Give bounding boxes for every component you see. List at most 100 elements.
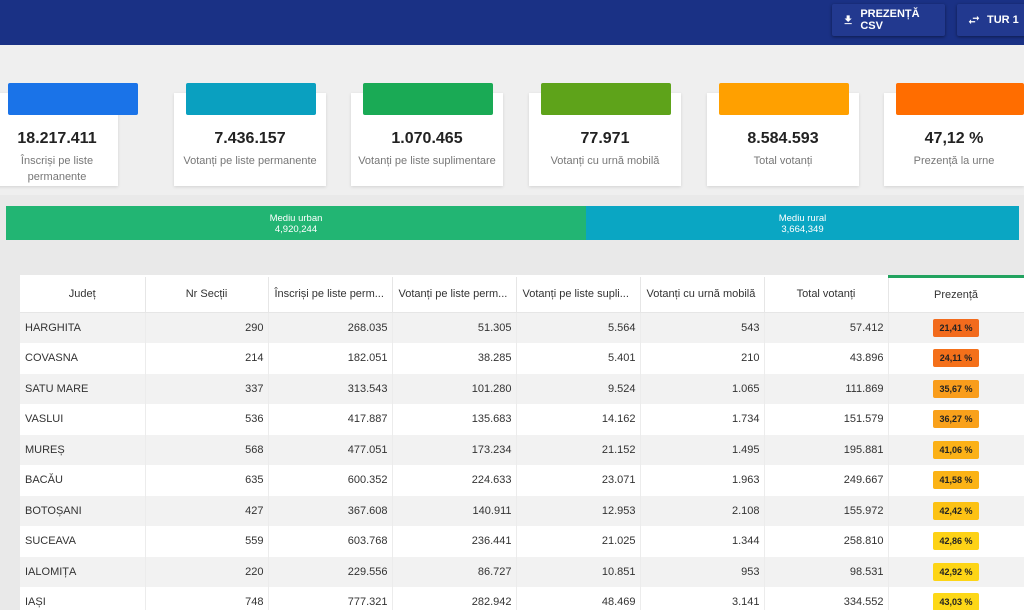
prezenta-badge: 41,58 % xyxy=(933,471,979,490)
cell-permanente: 282.942 xyxy=(392,587,517,610)
cell-sectii: 568 xyxy=(145,434,269,465)
stat-card-votanti-permanente: 7.436.157 Votanți pe liste permanente xyxy=(174,83,326,186)
table-row[interactable]: BOTOȘANI 427 367.608 140.911 12.953 2.108 155.… xyxy=(20,495,1024,526)
tur-button[interactable]: TUR 1 xyxy=(957,4,1024,36)
cell-sectii: 559 xyxy=(145,526,269,557)
cell-total: 111.869 xyxy=(764,373,889,404)
cell-judet: MUREȘ xyxy=(20,434,146,465)
cell-sectii: 290 xyxy=(145,312,269,343)
cell-total: 334.552 xyxy=(764,587,889,610)
prezenta-badge: 43,03 % xyxy=(933,593,979,610)
mediu-urban-label: Mediu urban xyxy=(269,213,323,224)
swap-icon xyxy=(968,15,980,25)
cell-inscrisi: 268.035 xyxy=(268,312,393,343)
prezenta-badge: 42,92 % xyxy=(933,562,979,581)
cell-inscrisi: 777.321 xyxy=(268,587,393,610)
table-row[interactable]: COVASNA 214 182.051 38.285 5.401 210 43.896 24,… xyxy=(20,343,1024,374)
prezenta-badge: 24,11 % xyxy=(933,349,979,368)
stat-label: Votanți pe liste permanente xyxy=(183,155,317,167)
cell-permanente: 173.234 xyxy=(392,434,517,465)
mediu-urban-value: 4,920,244 xyxy=(274,224,318,235)
stat-color-bar xyxy=(541,83,671,115)
column-header-nr-sectii[interactable]: Nr Secții xyxy=(145,276,269,313)
stat-card-prezenta: 47,12 % Prezență la urne xyxy=(884,83,1024,186)
prezenta-badge: 21,41 % xyxy=(933,319,979,337)
cell-suplimentare: 48.469 xyxy=(516,587,641,610)
column-header-prezenta[interactable]: Prezență xyxy=(888,275,1024,313)
table-row[interactable]: SUCEAVA 559 603.768 236.441 21.025 1.344 258.8… xyxy=(20,526,1024,557)
column-header-votanti-permanente[interactable]: Votanți pe liste perm... xyxy=(392,276,517,313)
cell-permanente: 224.633 xyxy=(392,465,517,496)
cell-total: 43.896 xyxy=(764,343,889,374)
stat-value: 77.971 xyxy=(580,130,630,147)
stat-card-total-votanti: 8.584.593 Total votanți xyxy=(707,83,859,186)
cell-prezenta: 35,67 % xyxy=(888,373,1024,404)
column-header-judet[interactable]: Județ xyxy=(20,276,146,313)
table-row[interactable]: IALOMIȚA 220 229.556 86.727 10.851 953 98.531 4… xyxy=(20,556,1024,587)
stat-color-bar xyxy=(8,83,138,115)
cell-mobila: 543 xyxy=(640,312,765,343)
stat-value: 47,12 % xyxy=(924,130,984,147)
table-row[interactable]: VASLUI 536 417.887 135.683 14.162 1.734 151.57… xyxy=(20,404,1024,435)
cell-prezenta: 41,58 % xyxy=(888,465,1024,496)
cell-mobila: 1.495 xyxy=(640,434,765,465)
cell-judet: BACĂU xyxy=(20,465,146,496)
cell-judet: VASLUI xyxy=(20,404,146,435)
cell-inscrisi: 313.543 xyxy=(268,373,393,404)
cell-suplimentare: 21.025 xyxy=(516,526,641,557)
stat-value: 8.584.593 xyxy=(747,130,819,147)
table-row[interactable]: MUREȘ 568 477.051 173.234 21.152 1.495 195.881… xyxy=(20,434,1024,465)
stat-label: Votanți pe liste suplimentare xyxy=(358,155,496,167)
mediu-urban-bar: Mediu urban 4,920,244 xyxy=(6,206,586,240)
prezenta-badge: 42,42 % xyxy=(933,501,979,520)
cell-permanente: 101.280 xyxy=(392,373,517,404)
table-row[interactable]: BACĂU 635 600.352 224.633 23.071 1.963 249.667… xyxy=(20,465,1024,496)
cell-sectii: 427 xyxy=(145,495,269,526)
mediu-rural-value: 3,664,349 xyxy=(781,224,824,235)
stat-label: Total votanți xyxy=(753,155,813,167)
cell-judet: IAȘI xyxy=(20,587,146,610)
stat-value: 18.217.411 xyxy=(17,130,97,147)
cell-prezenta: 42,42 % xyxy=(888,495,1024,526)
cell-permanente: 38.285 xyxy=(392,343,517,374)
cell-mobila: 953 xyxy=(640,556,765,587)
table-row[interactable]: SATU MARE 337 313.543 101.280 9.524 1.065 111.… xyxy=(20,373,1024,404)
cell-suplimentare: 9.524 xyxy=(516,373,641,404)
cell-permanente: 236.441 xyxy=(392,526,517,557)
cell-mobila: 1.963 xyxy=(640,465,765,496)
cell-total: 98.531 xyxy=(764,556,889,587)
cell-sectii: 220 xyxy=(145,556,269,587)
cell-mobila: 1.344 xyxy=(640,526,765,557)
prezenta-badge: 36,27 % xyxy=(933,410,979,429)
table-row[interactable]: HARGHITA 290 268.035 51.305 5.564 543 57.412 21… xyxy=(20,312,1024,343)
cell-judet: COVASNA xyxy=(20,343,146,374)
cell-inscrisi: 603.768 xyxy=(268,526,393,557)
mediu-rural-label: Mediu rural xyxy=(778,213,827,224)
cell-permanente: 135.683 xyxy=(392,404,517,435)
stat-card-inscrisi: 18.217.411 Înscriși pe liste permanente xyxy=(0,83,138,186)
column-header-inscrisi[interactable]: Înscriși pe liste perm... xyxy=(268,276,393,313)
stat-color-bar xyxy=(186,83,316,115)
cell-prezenta: 42,86 % xyxy=(888,526,1024,557)
prezenta-badge: 35,67 % xyxy=(933,379,979,398)
cell-suplimentare: 5.564 xyxy=(516,312,641,343)
cell-prezenta: 41,06 % xyxy=(888,434,1024,465)
table-row[interactable]: IAȘI 748 777.321 282.942 48.469 3.141 334.552 4… xyxy=(20,587,1024,610)
cell-suplimentare: 5.401 xyxy=(516,343,641,374)
column-header-votanti-suplimentare[interactable]: Votanți pe liste supli... xyxy=(516,276,641,313)
cell-sectii: 337 xyxy=(145,373,269,404)
cell-judet: HARGHITA xyxy=(20,312,146,343)
column-header-urna-mobila[interactable]: Votanți cu urnă mobilă xyxy=(640,276,765,313)
stat-label: Prezență la urne xyxy=(913,155,995,167)
column-header-total-votanti[interactable]: Total votanți xyxy=(764,276,889,313)
stat-color-bar xyxy=(719,83,849,115)
cell-suplimentare: 14.162 xyxy=(516,404,641,435)
results-table-container: Județ Nr Secții Înscriși pe liste perm..… xyxy=(20,275,1024,610)
stat-value: 7.436.157 xyxy=(214,130,286,147)
mediu-rural-bar: Mediu rural 3,664,349 xyxy=(586,206,1019,240)
cell-judet: SUCEAVA xyxy=(20,526,146,557)
cell-sectii: 214 xyxy=(145,343,269,374)
cell-mobila: 1.065 xyxy=(640,373,765,404)
cell-suplimentare: 21.152 xyxy=(516,434,641,465)
prezenta-csv-button[interactable]: PREZENȚĂ CSV xyxy=(832,4,945,36)
